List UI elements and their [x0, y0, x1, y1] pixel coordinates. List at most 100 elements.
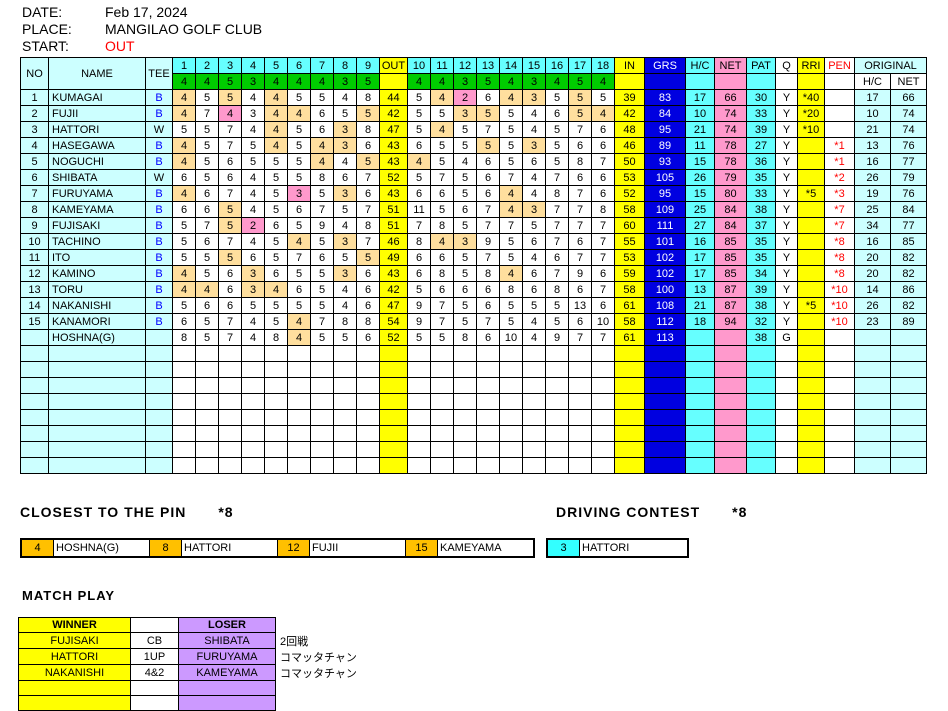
- score-cell: 5: [333, 249, 357, 266]
- original-net: 82: [890, 265, 927, 282]
- q-value: Y: [775, 89, 798, 106]
- match-row: FUJISAKI CB SHIBATA 2回戦: [18, 632, 386, 649]
- pen-value: [824, 361, 855, 378]
- score-cell: [545, 457, 569, 474]
- in-total: 42: [614, 105, 645, 122]
- hole-header: 8: [333, 57, 357, 74]
- handicap: [685, 441, 715, 458]
- rri-value: [797, 377, 825, 394]
- score-cell: [407, 393, 431, 410]
- score-cell: 6: [568, 281, 592, 298]
- score-cell: 4: [241, 89, 265, 106]
- score-cell: 5: [195, 169, 219, 186]
- score-cell: 6: [218, 297, 242, 314]
- score-cell: 6: [522, 281, 546, 298]
- original-hc: 16: [854, 233, 891, 250]
- pat-value: 35: [746, 249, 776, 266]
- net-total: [714, 345, 747, 362]
- gross-total: [644, 409, 686, 426]
- empty-row: [20, 409, 927, 426]
- col-header-tee: TEE: [145, 57, 173, 90]
- score-cell: 8: [499, 281, 523, 298]
- score-cell: 4: [430, 233, 454, 250]
- ctp-hole: 4: [20, 538, 54, 558]
- gross-total: 113: [644, 329, 686, 346]
- score-cell: 5: [195, 153, 219, 170]
- net-total: 85: [714, 265, 747, 282]
- player-tee: [145, 377, 173, 394]
- score-cell: [287, 345, 311, 362]
- player-no: 3: [20, 121, 49, 138]
- original-net: [890, 425, 927, 442]
- score-cell: [172, 377, 196, 394]
- score-cell: [218, 425, 242, 442]
- handicap: 10: [685, 105, 715, 122]
- pat-value: 37: [746, 217, 776, 234]
- player-row: 1 KUMAGAI B 4 5 5 4 4 5 5 4 8 44 5 4 2 6 4 3 5 5 5 39 83 17 66 30 Y…: [20, 89, 927, 106]
- pen-value: *10: [824, 313, 855, 330]
- original-hc: 21: [854, 121, 891, 138]
- score-cell: 3: [241, 265, 265, 282]
- in-total: 53: [614, 169, 645, 186]
- score-cell: [264, 361, 288, 378]
- score-cell: 9: [407, 313, 431, 330]
- original-hc: 17: [854, 89, 891, 106]
- score-cell: 5: [264, 201, 288, 218]
- pat-value: [746, 409, 776, 426]
- gross-total: [644, 457, 686, 474]
- score-cell: 5: [241, 153, 265, 170]
- pen-value: *2: [824, 169, 855, 186]
- col-header-grs: GRS: [644, 57, 686, 74]
- pat-value: [746, 425, 776, 442]
- original-net: 82: [890, 249, 927, 266]
- score-cell: [356, 345, 380, 362]
- original-net: 76: [890, 137, 927, 154]
- score-cell: 7: [356, 169, 380, 186]
- match-loser: [178, 695, 276, 711]
- score-cell: [453, 409, 477, 426]
- score-cell: [333, 345, 357, 362]
- score-cell: 5: [264, 169, 288, 186]
- pat-value: 32: [746, 313, 776, 330]
- rri-value: [797, 153, 825, 170]
- original-hc: 13: [854, 137, 891, 154]
- score-cell: 4: [499, 89, 523, 106]
- score-cell: 4: [172, 265, 196, 282]
- score-cell: 4: [172, 137, 196, 154]
- score-cell: [499, 393, 523, 410]
- handicap: 25: [685, 201, 715, 218]
- player-no: 2: [20, 105, 49, 122]
- par-cell: 5: [476, 73, 500, 90]
- handicap: 21: [685, 121, 715, 138]
- in-total: 58: [614, 313, 645, 330]
- match-row: [18, 695, 386, 711]
- score-cell: 4: [241, 169, 265, 186]
- score-cell: 5: [499, 121, 523, 138]
- score-cell: 8: [356, 217, 380, 234]
- date-value: Feb 17, 2024: [105, 4, 188, 20]
- score-cell: 6: [356, 281, 380, 298]
- pen-value: [824, 409, 855, 426]
- score-cell: [499, 457, 523, 474]
- gross-total: [644, 361, 686, 378]
- player-tee: B: [145, 297, 173, 314]
- score-cell: 4: [264, 89, 288, 106]
- player-tee: [145, 345, 173, 362]
- score-cell: 5: [195, 137, 219, 154]
- rri-value: [797, 441, 825, 458]
- score-cell: 4: [264, 121, 288, 138]
- gross-total: 111: [644, 217, 686, 234]
- score-cell: 6: [264, 265, 288, 282]
- score-cell: 5: [591, 89, 615, 106]
- pat-value: 27: [746, 137, 776, 154]
- rri-value: [797, 249, 825, 266]
- player-tee: B: [145, 265, 173, 282]
- score-cell: 5: [287, 217, 311, 234]
- score-cell: 6: [287, 201, 311, 218]
- empty-row: [20, 345, 927, 362]
- score-cell: [195, 377, 219, 394]
- original-hc: [854, 457, 891, 474]
- score-cell: 4: [522, 185, 546, 202]
- score-cell: 4: [591, 105, 615, 122]
- score-cell: [430, 441, 454, 458]
